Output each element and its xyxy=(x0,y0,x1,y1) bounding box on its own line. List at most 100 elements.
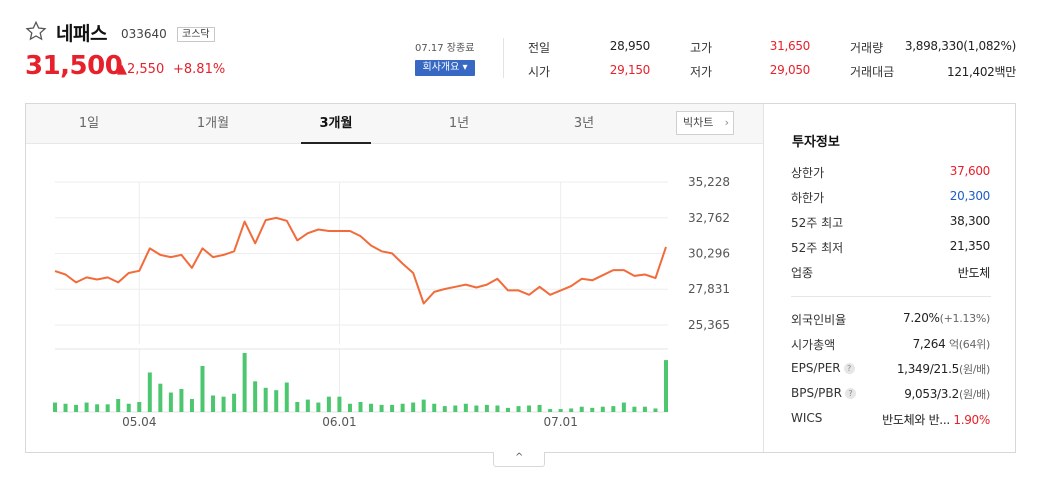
quote-label-low: 저가 xyxy=(690,65,713,79)
inv-label-wics: WICS xyxy=(791,411,823,425)
inv-value-52w-low: 21,350 xyxy=(949,239,991,253)
volume-bar xyxy=(453,405,458,412)
inv-label-upper-limit: 상한가 xyxy=(791,166,825,180)
inv-foreign-ratio: 7.20%(+1.13%) xyxy=(903,311,990,325)
inv-label-sector: 업종 xyxy=(791,266,814,280)
volume-bar xyxy=(632,406,637,412)
inv-label-52w-low: 52주 최저 xyxy=(791,241,844,255)
favorite-star-icon[interactable] xyxy=(25,20,47,42)
quote-label-high: 고가 xyxy=(690,41,713,55)
tab-3months[interactable]: 3개월 xyxy=(301,104,371,144)
inv-eps-per: 1,349/21.5(원/배) xyxy=(897,361,990,377)
volume-bar xyxy=(537,404,542,412)
inv-eps-per-label: EPS/PER? xyxy=(791,361,855,375)
quote-value-high: 31,650 xyxy=(769,39,811,53)
divider xyxy=(503,38,504,78)
collapse-button[interactable]: ^ xyxy=(493,452,545,467)
volume-bar xyxy=(642,406,647,412)
volume-bar xyxy=(347,403,352,412)
volume-bar xyxy=(74,404,79,412)
tab-1month[interactable]: 1개월 xyxy=(196,116,230,131)
volume-bar xyxy=(379,404,384,412)
inv-bps-pbr: 9,053/3.2(원/배) xyxy=(904,386,990,402)
volume-bar xyxy=(600,406,605,412)
foreign-ratio-change: (+1.13%) xyxy=(939,312,991,325)
volume-bar xyxy=(147,372,152,412)
volume-bar xyxy=(558,409,563,412)
y-tick-label: 25,365 xyxy=(688,318,730,332)
volume-bar xyxy=(158,383,163,412)
quote-label-prev-close: 전일 xyxy=(528,41,551,55)
volume-bar xyxy=(126,403,131,412)
quote-value-prev-close: 28,950 xyxy=(609,39,651,53)
volume-bar xyxy=(211,395,216,412)
volume-bar xyxy=(179,388,184,412)
volume-bar xyxy=(95,404,100,412)
y-tick-label: 27,831 xyxy=(688,282,730,296)
eps-per-label: EPS/PER xyxy=(791,361,841,375)
quote-label-open: 시가 xyxy=(528,65,551,79)
market-status: 07.17 장종료 xyxy=(415,43,475,54)
inv-separator xyxy=(791,296,991,297)
volume-bar xyxy=(505,407,510,412)
volume-bar xyxy=(463,403,468,412)
foreign-ratio-value: 7.20% xyxy=(903,311,940,325)
quote-value-volume: 3,898,330(1,082%) xyxy=(904,39,1016,53)
volume-bar xyxy=(189,399,194,412)
x-tick-label: 05.04 xyxy=(122,415,156,429)
volume-bar xyxy=(442,406,447,412)
volume-bar xyxy=(116,399,121,412)
volume-bar xyxy=(400,403,405,412)
chart-panel: 1일 1개월 3개월 1년 3년 빅차트 › 35,228 32,762 30,29… xyxy=(25,103,1016,453)
x-tick-label: 06.01 xyxy=(322,415,356,429)
volume-bar xyxy=(200,365,205,412)
stock-name: 네패스 xyxy=(56,23,107,45)
bps-pbr-value: 9,053/3.2 xyxy=(904,387,959,401)
inv-value-sector: 반도체 xyxy=(957,266,991,280)
tab-3years[interactable]: 3년 xyxy=(573,116,595,131)
inv-value-upper-limit: 37,600 xyxy=(949,164,991,178)
y-tick-label: 32,762 xyxy=(688,211,730,225)
volume-bar xyxy=(284,382,289,412)
market-badge: 코스닥 xyxy=(177,27,215,42)
tab-1day[interactable]: 1일 xyxy=(78,116,100,131)
volume-bar xyxy=(527,405,532,412)
volume-bar xyxy=(263,387,268,412)
volume-bar xyxy=(390,404,395,412)
wics-change: 1.90% xyxy=(953,413,990,427)
volume-bar xyxy=(495,405,500,412)
volume-bar xyxy=(326,396,331,412)
eps-per-value: 1,349/21.5 xyxy=(896,362,959,376)
market-cap-value: 7,264 xyxy=(912,337,946,351)
panel-divider xyxy=(763,104,764,452)
volume-bar xyxy=(569,408,574,412)
eps-per-unit: (원/배) xyxy=(958,363,990,376)
volume-bar xyxy=(358,401,363,412)
tab-1year[interactable]: 1년 xyxy=(448,116,470,131)
volume-bar xyxy=(548,409,553,412)
inv-wics[interactable]: 반도체와 반... 1.90% xyxy=(882,411,990,428)
volume-bar xyxy=(653,408,658,412)
quote-label-trading-value: 거래대금 xyxy=(850,65,895,79)
volume-bar xyxy=(274,390,279,412)
wics-sector: 반도체와 반... xyxy=(882,413,950,427)
price-change: ▲2,550 xyxy=(117,62,165,77)
big-chart-button[interactable]: 빅차트 › xyxy=(676,111,734,135)
quote-value-open: 29,150 xyxy=(609,63,651,77)
volume-bar xyxy=(590,407,595,412)
quote-value-low: 29,050 xyxy=(769,63,811,77)
bps-pbr-label: BPS/PBR xyxy=(791,386,842,400)
y-tick-label: 35,228 xyxy=(688,175,730,189)
volume-bar xyxy=(664,360,668,412)
company-info-button[interactable]: 회사개요 ▾ xyxy=(415,60,475,76)
volume-bar xyxy=(411,402,416,412)
help-icon[interactable]: ? xyxy=(843,363,855,374)
volume-bar xyxy=(295,401,300,412)
inv-label-market-cap: 시가총액 xyxy=(791,338,836,352)
volume-bar xyxy=(337,396,342,412)
help-icon[interactable]: ? xyxy=(844,388,856,399)
volume-bar xyxy=(253,381,258,412)
inv-value-52w-high: 38,300 xyxy=(949,214,991,228)
volume-bar xyxy=(232,393,237,412)
inv-bps-pbr-label: BPS/PBR? xyxy=(791,386,856,400)
